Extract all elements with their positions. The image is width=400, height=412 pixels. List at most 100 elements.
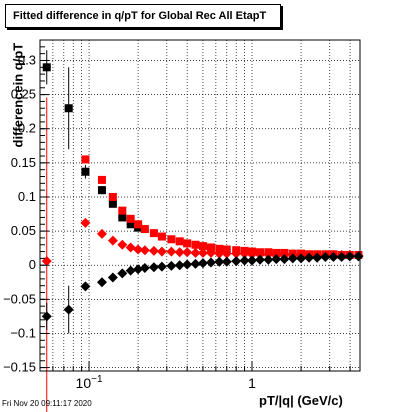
data-point — [134, 220, 143, 229]
data-point — [197, 258, 208, 269]
data-point — [81, 167, 90, 176]
data-point — [148, 262, 159, 273]
series-3 — [41, 251, 364, 334]
data-point — [312, 252, 323, 263]
data-point — [125, 265, 136, 276]
data-point — [191, 240, 200, 249]
data-point — [140, 225, 149, 234]
data-point — [190, 258, 201, 269]
x-tick-exponent: −1 — [91, 374, 103, 385]
data-point — [118, 206, 127, 215]
y-tick-label: 0.3 — [18, 52, 36, 67]
data-point — [41, 256, 52, 267]
data-point — [239, 248, 250, 259]
y-tick-label: −0.05 — [3, 291, 36, 306]
data-point — [271, 254, 282, 265]
x-axis-label: pT/|q| (GeV/c) — [259, 393, 343, 408]
data-point — [205, 257, 216, 268]
y-tick-label: −0.1 — [10, 325, 36, 340]
data-point — [80, 281, 91, 292]
y-axis-label: differencein q/pT — [10, 42, 26, 148]
data-point — [126, 214, 135, 223]
data-point — [107, 235, 118, 246]
data-point — [97, 175, 106, 184]
data-point — [198, 242, 207, 251]
data-point — [149, 229, 158, 238]
data-point — [64, 104, 73, 113]
data-point — [263, 254, 274, 265]
data-point — [320, 252, 331, 263]
data-point — [206, 243, 215, 252]
grid-layer — [39, 40, 360, 371]
data-point — [296, 253, 307, 264]
data-point — [214, 248, 225, 259]
data-point — [126, 220, 135, 229]
data-point — [118, 213, 127, 222]
y-tick-label: 0.05 — [11, 223, 36, 238]
data-point — [167, 235, 176, 244]
data-point — [247, 255, 258, 266]
data-point — [96, 228, 107, 239]
data-point — [279, 254, 290, 265]
data-point — [148, 245, 159, 256]
data-point — [287, 253, 298, 264]
x-tick-label: 10−1 — [76, 374, 103, 391]
data-point — [41, 311, 52, 322]
data-point — [97, 186, 106, 195]
data-point — [205, 247, 216, 258]
axis-layer: −0.15 −0.1 −0.05 0 0.05 0.1 0.15 0.2 0.25 0.3 10−1… — [3, 46, 351, 391]
data-point — [255, 254, 266, 265]
data-point — [214, 256, 225, 267]
data-point — [139, 245, 150, 256]
data-point — [125, 242, 136, 253]
data-point — [108, 199, 117, 208]
data-point — [157, 232, 166, 241]
data-point — [107, 272, 118, 283]
data-point — [108, 192, 117, 201]
data-point — [182, 247, 193, 258]
data-point — [81, 155, 90, 164]
data-point — [96, 277, 107, 288]
data-point — [63, 304, 74, 315]
y-tick-label: −0.15 — [3, 360, 36, 375]
data-point — [304, 252, 315, 263]
series-0 — [42, 50, 143, 232]
data-point — [174, 247, 185, 258]
data-point — [117, 239, 128, 250]
chart-title: Fitted difference in q/pT for Global Rec… — [5, 4, 281, 28]
data-point — [42, 63, 51, 72]
y-tick-label: 0.15 — [11, 155, 36, 170]
data-point — [328, 252, 339, 263]
plot-frame — [39, 39, 361, 372]
data-point — [117, 268, 128, 279]
data-point — [156, 246, 167, 257]
data-point — [190, 247, 201, 258]
data-point — [197, 247, 208, 258]
y-tick-label: 0.2 — [18, 121, 36, 136]
data-point — [174, 260, 185, 271]
data-point — [133, 244, 144, 255]
data-point — [166, 260, 177, 271]
data-point — [182, 259, 193, 270]
data-point — [263, 249, 274, 260]
date-stamp: Fri Nov 20 09:11:17 2020 — [2, 399, 92, 408]
data-point — [231, 248, 242, 259]
data-point — [139, 262, 150, 273]
data-layer — [41, 50, 364, 412]
y-tick-label: 0 — [29, 257, 36, 272]
y-tick-label: 0.1 — [18, 189, 36, 204]
data-point — [166, 246, 177, 257]
data-point — [175, 237, 184, 246]
data-point — [183, 239, 192, 248]
data-point — [133, 264, 144, 275]
y-tick-label: 0.25 — [11, 87, 36, 102]
data-point — [156, 261, 167, 272]
data-point — [336, 252, 347, 263]
data-point — [344, 251, 355, 262]
data-point — [221, 248, 232, 259]
data-point — [255, 249, 266, 260]
data-point — [353, 251, 364, 262]
data-point — [80, 217, 91, 228]
data-point — [239, 255, 250, 266]
